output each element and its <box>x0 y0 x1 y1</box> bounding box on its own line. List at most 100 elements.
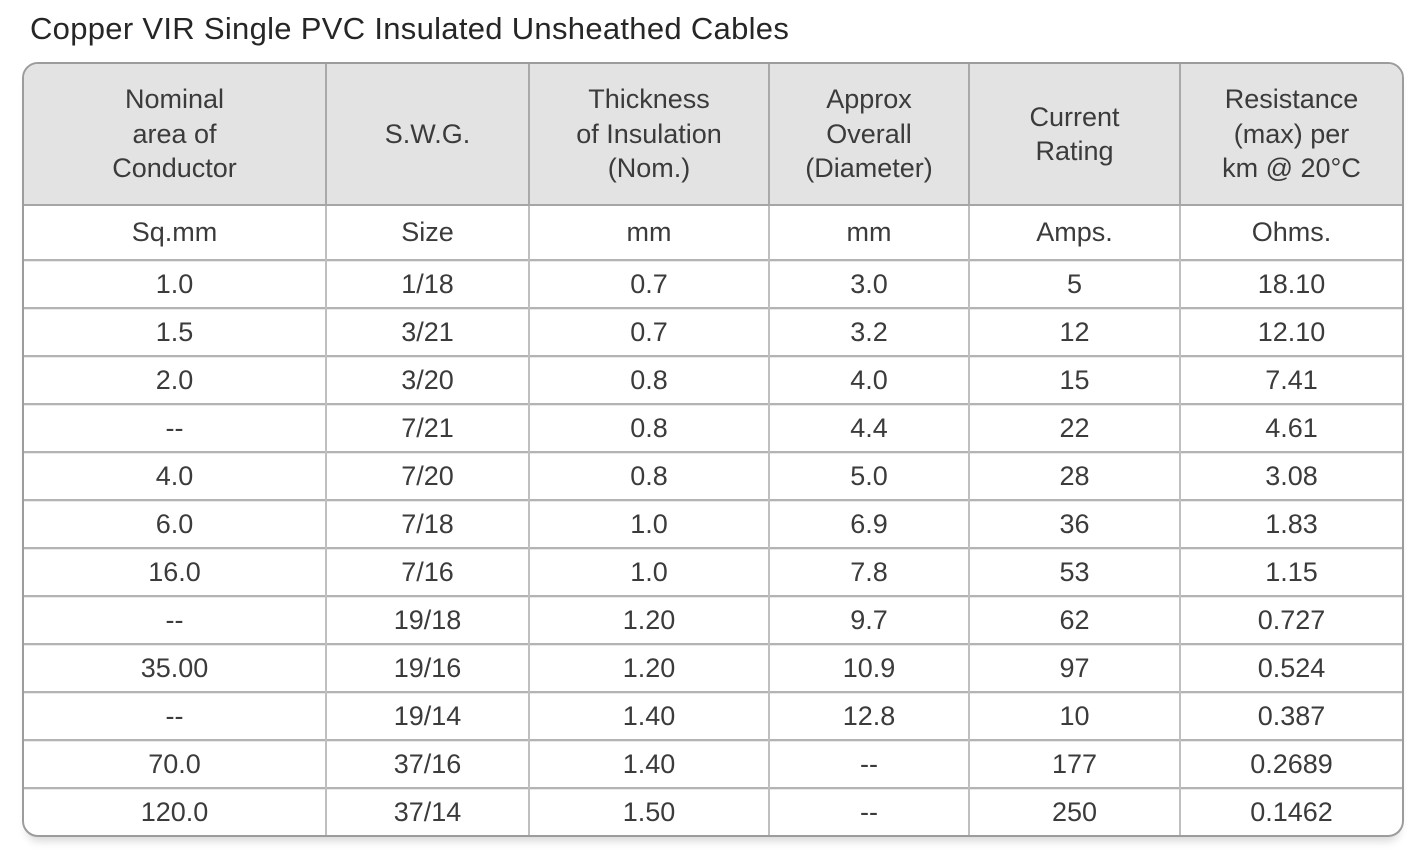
table-cell: 10 <box>968 691 1180 741</box>
table-cell: 6.0 <box>24 499 326 549</box>
table-cell: 19/18 <box>325 595 529 645</box>
table-cell: 0.1462 <box>1179 787 1402 836</box>
table-cell: 1.0 <box>24 259 326 309</box>
table-cell: 1.15 <box>1179 547 1402 597</box>
table-cell: 19/16 <box>325 643 529 693</box>
table-cell: -- <box>24 403 326 453</box>
table-cell: 7/18 <box>325 499 529 549</box>
table-cell: 0.8 <box>528 355 769 405</box>
table-cell: 12 <box>968 307 1180 357</box>
table-cell: 4.61 <box>1179 403 1402 453</box>
table-cell: 19/14 <box>325 691 529 741</box>
table-cell: 7/21 <box>325 403 529 453</box>
table-cell: 0.7 <box>528 307 769 357</box>
table-row: 35.00 19/16 1.20 10.9 97 0.524 <box>24 643 1402 693</box>
cable-spec-table: Nominal area of Conductor S.W.G. Thickne… <box>22 62 1404 838</box>
table-cell: 0.2689 <box>1179 739 1402 789</box>
table-row: 120.0 37/14 1.50 -- 250 0.1462 <box>24 787 1402 836</box>
table-cell: 3/21 <box>325 307 529 357</box>
header-resistance: Resistance (max) per km @ 20°C <box>1179 64 1402 207</box>
unit-size: Size <box>325 205 529 261</box>
table-cell: 250 <box>968 787 1180 836</box>
table-cell: -- <box>768 739 969 789</box>
table-cell: 7.8 <box>768 547 969 597</box>
table-cell: 4.0 <box>768 355 969 405</box>
unit-mm-diameter: mm <box>768 205 969 261</box>
table-cell: 4.4 <box>768 403 969 453</box>
table-body: 1.0 1/18 0.7 3.0 5 18.10 1.5 3/21 0.7 3.2 12 12.10 2… <box>24 259 1402 836</box>
table-cell: 3.0 <box>768 259 969 309</box>
table-cell: 1.50 <box>528 787 769 836</box>
table-cell: 0.8 <box>528 403 769 453</box>
table-cell: 2.0 <box>24 355 326 405</box>
table-row: 1.0 1/18 0.7 3.0 5 18.10 <box>24 259 1402 309</box>
table-cell: 37/16 <box>325 739 529 789</box>
table-cell: 1.40 <box>528 739 769 789</box>
units-row: Sq.mm Size mm mm Amps. Ohms. <box>24 205 1402 261</box>
table-cell: 1.20 <box>528 595 769 645</box>
table-cell: 1/18 <box>325 259 529 309</box>
table-cell: -- <box>24 595 326 645</box>
cable-spec-table-grid: Nominal area of Conductor S.W.G. Thickne… <box>24 64 1402 836</box>
table-cell: 3.08 <box>1179 451 1402 501</box>
table-cell: 5.0 <box>768 451 969 501</box>
table-row: 1.5 3/21 0.7 3.2 12 12.10 <box>24 307 1402 357</box>
table-cell: 10.9 <box>768 643 969 693</box>
table-cell: 0.727 <box>1179 595 1402 645</box>
table-cell: 0.7 <box>528 259 769 309</box>
unit-mm-insulation: mm <box>528 205 769 261</box>
table-cell: 22 <box>968 403 1180 453</box>
table-cell: 3.2 <box>768 307 969 357</box>
table-cell: 16.0 <box>24 547 326 597</box>
header-swg: S.W.G. <box>325 64 529 207</box>
table-cell: 1.0 <box>528 499 769 549</box>
page: Copper VIR Single PVC Insulated Unsheath… <box>22 11 1404 838</box>
table-cell: 35.00 <box>24 643 326 693</box>
table-cell: 28 <box>968 451 1180 501</box>
table-cell: 7.41 <box>1179 355 1402 405</box>
table-cell: 9.7 <box>768 595 969 645</box>
table-row: 70.0 37/16 1.40 -- 177 0.2689 <box>24 739 1402 789</box>
table-cell: 7/16 <box>325 547 529 597</box>
table-row: 4.0 7/20 0.8 5.0 28 3.08 <box>24 451 1402 501</box>
table-cell: 97 <box>968 643 1180 693</box>
header-current-rating: Current Rating <box>968 64 1180 207</box>
table-cell: 3/20 <box>325 355 529 405</box>
table-cell: 62 <box>968 595 1180 645</box>
unit-amps: Amps. <box>968 205 1180 261</box>
table-row: -- 7/21 0.8 4.4 22 4.61 <box>24 403 1402 453</box>
table-cell: 12.10 <box>1179 307 1402 357</box>
table-cell: -- <box>768 787 969 836</box>
table-cell: 37/14 <box>325 787 529 836</box>
table-cell: 1.40 <box>528 691 769 741</box>
header-approx-overall-diameter: Approx Overall (Diameter) <box>768 64 969 207</box>
table-cell: 0.8 <box>528 451 769 501</box>
table-cell: 1.5 <box>24 307 326 357</box>
table-cell: 1.0 <box>528 547 769 597</box>
page-title: Copper VIR Single PVC Insulated Unsheath… <box>30 11 790 46</box>
table-cell: 53 <box>968 547 1180 597</box>
table-cell: 70.0 <box>24 739 326 789</box>
table-cell: 18.10 <box>1179 259 1402 309</box>
table-cell: 177 <box>968 739 1180 789</box>
table-cell: 1.83 <box>1179 499 1402 549</box>
table-cell: 12.8 <box>768 691 969 741</box>
unit-ohms: Ohms. <box>1179 205 1402 261</box>
table-row: -- 19/18 1.20 9.7 62 0.727 <box>24 595 1402 645</box>
table-cell: 7/20 <box>325 451 529 501</box>
table-cell: 15 <box>968 355 1180 405</box>
header-nominal-area: Nominal area of Conductor <box>24 64 326 207</box>
table-cell: 0.387 <box>1179 691 1402 741</box>
table-row: 16.0 7/16 1.0 7.8 53 1.15 <box>24 547 1402 597</box>
table-cell: 6.9 <box>768 499 969 549</box>
table-row: 2.0 3/20 0.8 4.0 15 7.41 <box>24 355 1402 405</box>
table-cell: 0.524 <box>1179 643 1402 693</box>
table-cell: -- <box>24 691 326 741</box>
table-cell: 120.0 <box>24 787 326 836</box>
header-row: Nominal area of Conductor S.W.G. Thickne… <box>24 64 1402 207</box>
table-row: 6.0 7/18 1.0 6.9 36 1.83 <box>24 499 1402 549</box>
table-cell: 4.0 <box>24 451 326 501</box>
header-insulation-thickness: Thickness of Insulation (Nom.) <box>528 64 769 207</box>
table-cell: 36 <box>968 499 1180 549</box>
unit-sqmm: Sq.mm <box>24 205 326 261</box>
